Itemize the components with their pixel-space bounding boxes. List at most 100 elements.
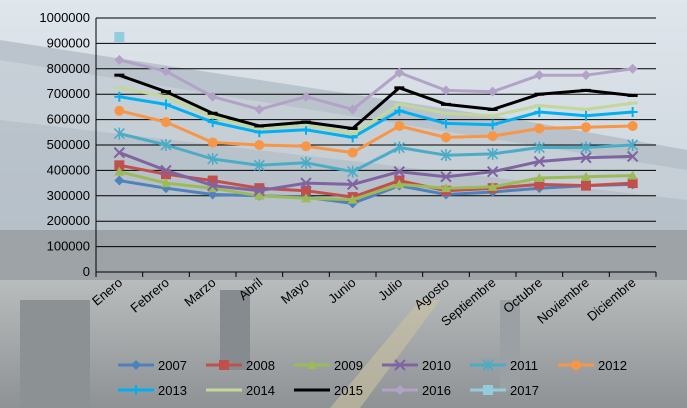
data-point-2009 bbox=[347, 194, 358, 204]
data-point-2016 bbox=[161, 66, 171, 77]
data-point-2012 bbox=[441, 132, 451, 143]
y-tick-label: 700000 bbox=[47, 86, 90, 101]
data-point-2010 bbox=[160, 164, 172, 177]
data-point-2008 bbox=[254, 183, 265, 194]
data-point-2013 bbox=[207, 117, 218, 128]
data-point-2010 bbox=[113, 146, 126, 159]
data-point-2012 bbox=[161, 117, 171, 128]
data-point-2008 bbox=[534, 179, 545, 190]
data-point-2013 bbox=[534, 106, 545, 117]
data-point-2009 bbox=[254, 190, 265, 200]
legend-label: 2016 bbox=[422, 383, 451, 398]
data-point-2008 bbox=[627, 178, 638, 189]
x-tick-label: Marzo bbox=[181, 275, 218, 310]
data-point-2010 bbox=[346, 178, 359, 191]
x-tick-label: Febrero bbox=[127, 275, 172, 316]
data-point-2016 bbox=[581, 70, 591, 81]
data-point-2012 bbox=[534, 123, 545, 134]
data-point-2012 bbox=[627, 120, 638, 131]
series-line-2010 bbox=[118, 151, 633, 193]
legend-marker-2010 bbox=[394, 359, 406, 371]
data-point-2011 bbox=[300, 156, 312, 169]
data-point-2012 bbox=[394, 120, 405, 131]
data-point-2011 bbox=[347, 165, 359, 178]
data-point-2011 bbox=[627, 139, 639, 151]
data-point-2016 bbox=[627, 63, 638, 74]
data-point-2011 bbox=[113, 127, 125, 140]
data-point-2013 bbox=[161, 99, 171, 110]
data-point-2010 bbox=[393, 165, 406, 178]
data-point-2016 bbox=[301, 91, 311, 102]
legend-marker-2007 bbox=[131, 360, 141, 370]
data-point-2010 bbox=[206, 179, 219, 192]
legend-label: 2010 bbox=[422, 358, 451, 373]
legend-marker-2009 bbox=[307, 360, 317, 369]
x-tick-label: Mayo bbox=[278, 275, 312, 307]
data-point-2012 bbox=[487, 131, 498, 142]
data-point-2016 bbox=[487, 86, 498, 97]
data-point-2010 bbox=[440, 171, 452, 183]
data-point-2012 bbox=[581, 122, 591, 133]
data-point-2011 bbox=[533, 141, 545, 154]
data-point-2009 bbox=[161, 178, 171, 188]
data-point-2009 bbox=[487, 181, 498, 191]
y-tick-label: 600000 bbox=[47, 112, 90, 127]
data-point-2016 bbox=[441, 85, 451, 96]
y-tick-label: 100000 bbox=[47, 239, 90, 254]
legend-label: 2008 bbox=[246, 358, 275, 373]
legend-label: 2009 bbox=[334, 358, 363, 373]
data-point-2012 bbox=[347, 147, 358, 158]
data-point-2013 bbox=[441, 118, 451, 129]
data-point-2010 bbox=[580, 151, 592, 164]
data-point-2013 bbox=[487, 119, 498, 130]
series-line-2015 bbox=[118, 73, 633, 130]
data-point-2009 bbox=[114, 166, 125, 176]
legend-marker-2011 bbox=[482, 359, 494, 371]
legend-marker-2016 bbox=[395, 385, 405, 395]
x-tick-label: Abril bbox=[236, 275, 266, 303]
data-point-2016 bbox=[534, 70, 545, 81]
data-point-2011 bbox=[160, 139, 172, 151]
data-point-2010 bbox=[253, 185, 266, 197]
series-line-2008 bbox=[119, 163, 633, 199]
y-tick-label: 900000 bbox=[47, 35, 90, 50]
legend-label: 2015 bbox=[334, 383, 363, 398]
legend-marker-2013 bbox=[131, 385, 141, 395]
data-point-2009 bbox=[301, 193, 311, 203]
series-line-2014 bbox=[119, 86, 633, 136]
data-point-2012 bbox=[254, 140, 265, 150]
data-point-2008 bbox=[581, 180, 591, 191]
data-point-2011 bbox=[393, 141, 405, 154]
data-point-2012 bbox=[301, 141, 311, 152]
data-point-2013 bbox=[301, 124, 311, 135]
x-tick-label: Noviembre bbox=[534, 275, 592, 327]
legend-label: 2007 bbox=[158, 358, 187, 373]
series-line-2013 bbox=[119, 95, 633, 139]
data-point-2009 bbox=[394, 179, 405, 189]
x-tick-label: Enero bbox=[89, 275, 125, 309]
data-point-2017 bbox=[114, 32, 125, 43]
data-point-2010 bbox=[626, 150, 639, 163]
legend-marker-2008 bbox=[219, 360, 229, 370]
data-point-2011 bbox=[253, 159, 265, 172]
x-tick-label: Diciembre bbox=[584, 275, 638, 324]
y-tick-label: 300000 bbox=[47, 188, 90, 203]
data-point-2011 bbox=[207, 152, 219, 165]
data-point-2011 bbox=[440, 149, 452, 162]
data-point-2016 bbox=[347, 104, 358, 115]
data-point-2013 bbox=[627, 106, 638, 117]
legend-label: 2011 bbox=[510, 358, 538, 373]
data-point-2009 bbox=[581, 171, 591, 181]
y-tick-label: 200000 bbox=[47, 213, 90, 228]
data-point-2008 bbox=[114, 160, 125, 171]
data-point-2012 bbox=[207, 137, 218, 148]
legend-marker-2017 bbox=[483, 385, 493, 395]
legend-marker-2012 bbox=[571, 360, 581, 370]
series-line-2011 bbox=[118, 132, 633, 174]
y-tick-label: 0 bbox=[83, 264, 90, 279]
data-point-2008 bbox=[301, 185, 311, 196]
data-point-2013 bbox=[114, 91, 125, 102]
y-tick-label: 400000 bbox=[47, 162, 90, 177]
legend-label: 2012 bbox=[598, 358, 627, 373]
